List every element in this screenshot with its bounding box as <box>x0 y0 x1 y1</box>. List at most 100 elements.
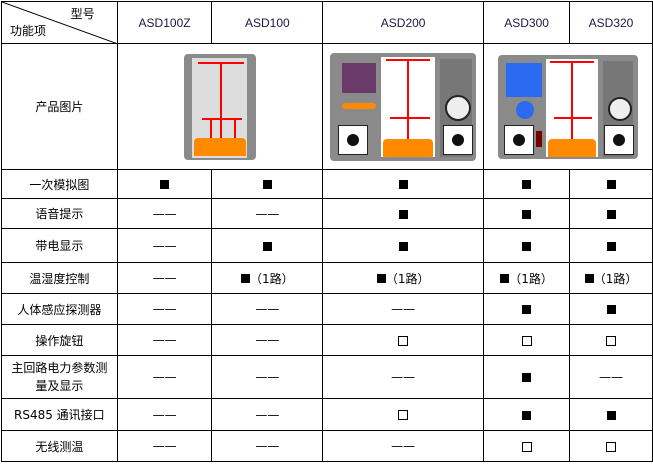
feature-cell <box>569 228 653 263</box>
filled-square-icon <box>606 241 616 251</box>
channel-note: （1路） <box>593 271 638 286</box>
feature-cell <box>211 228 324 263</box>
filled-square-icon <box>522 241 532 251</box>
feature-cell <box>483 324 571 356</box>
feature-cell: —— <box>569 355 653 399</box>
feature-cell <box>322 169 485 199</box>
table-row: 操作旋钮 —— —— <box>1 324 653 356</box>
feature-cell: —— <box>116 198 213 229</box>
filled-square-icon <box>262 180 272 189</box>
table-row: 带电显示 —— <box>1 228 653 263</box>
filled-square-icon <box>606 209 616 219</box>
row-label: 产品图片 <box>1 43 118 170</box>
feature-cell: （1路） <box>211 262 324 294</box>
table-row: 人体感应探测器 —— —— —— <box>1 293 653 325</box>
feature-cell: —— <box>322 293 485 325</box>
table-row: 温湿度控制 —— （1路） （1路） （1路） （1路） <box>1 262 653 294</box>
feature-cell <box>483 430 571 462</box>
filled-square-icon <box>160 180 170 189</box>
model-header: ASD100 <box>211 1 324 44</box>
filled-square-icon <box>606 305 616 314</box>
feature-cell: （1路） <box>569 262 653 294</box>
empty-square-icon <box>521 335 532 346</box>
filled-square-icon <box>522 373 532 382</box>
feature-rows: 一次模拟图 语音提示 —— —— 带电显示 —— 温湿度控制 —— （1路） （1路） （1路） （1… <box>1 169 653 462</box>
feature-cell <box>569 293 653 325</box>
filled-square-icon <box>241 273 250 283</box>
model-header: ASD200 <box>322 1 485 44</box>
feature-cell <box>569 430 653 462</box>
model-header: ASD100Z <box>116 1 213 44</box>
feature-cell <box>483 398 571 431</box>
asd300-panel-image <box>498 54 639 159</box>
feature-cell <box>483 198 571 229</box>
row-label: RS485 通讯接口 <box>1 398 118 431</box>
filled-square-icon <box>522 305 532 314</box>
product-image-asd200 <box>322 43 485 170</box>
feature-label: 功能项 <box>10 24 47 38</box>
feature-cell <box>116 169 213 199</box>
feature-cell: —— <box>211 430 324 462</box>
table-row: RS485 通讯接口 —— —— <box>1 398 653 431</box>
model-header: ASD300 <box>483 1 571 44</box>
row-label: 一次模拟图 <box>1 169 118 199</box>
row-label: 主回路电力参数测量及显示 <box>1 355 118 399</box>
diagonal-line <box>2 2 118 44</box>
row-label: 无线测温 <box>1 430 118 462</box>
channel-note: （1路） <box>509 271 553 286</box>
feature-cell <box>322 398 485 431</box>
filled-square-icon <box>262 241 272 251</box>
feature-cell: —— <box>116 398 213 431</box>
feature-cell: （1路） <box>483 262 571 294</box>
feature-cell <box>322 228 485 263</box>
filled-square-icon <box>522 209 532 219</box>
feature-cell <box>569 198 653 229</box>
feature-cell: —— <box>116 430 213 462</box>
empty-square-icon <box>606 335 617 346</box>
asd200-panel-image <box>330 52 477 161</box>
filled-square-icon <box>522 180 532 189</box>
filled-square-icon <box>376 273 386 283</box>
row-label: 温湿度控制 <box>1 262 118 294</box>
filled-square-icon <box>606 180 616 189</box>
feature-cell: —— <box>116 355 213 399</box>
feature-cell: （1路） <box>322 262 485 294</box>
feature-cell <box>569 324 653 356</box>
row-label: 语音提示 <box>1 198 118 229</box>
feature-cell: —— <box>116 228 213 263</box>
feature-cell: —— <box>116 262 213 294</box>
feature-cell: —— <box>211 198 324 229</box>
feature-cell <box>569 398 653 431</box>
feature-cell <box>483 228 571 263</box>
corner-cell: 型号 功能项 <box>1 1 118 44</box>
feature-cell <box>569 169 653 199</box>
empty-square-icon <box>398 410 409 420</box>
table-row: 一次模拟图 <box>1 169 653 199</box>
feature-cell <box>483 355 571 399</box>
feature-cell: —— <box>322 430 485 462</box>
filled-square-icon <box>398 241 408 251</box>
feature-cell <box>322 324 485 356</box>
filled-square-icon <box>606 410 616 420</box>
feature-cell: —— <box>211 398 324 431</box>
filled-square-icon <box>398 180 408 189</box>
feature-cell <box>483 293 571 325</box>
feature-cell: —— <box>322 355 485 399</box>
table-row: 无线测温 —— —— —— <box>1 430 653 462</box>
filled-square-icon <box>522 410 532 420</box>
table-row: 语音提示 —— —— <box>1 198 653 229</box>
feature-cell: —— <box>211 324 324 356</box>
channel-note: （1路） <box>385 271 430 286</box>
row-label: 带电显示 <box>1 228 118 263</box>
filled-square-icon <box>500 273 510 283</box>
empty-square-icon <box>398 335 409 346</box>
feature-cell: —— <box>116 324 213 356</box>
row-label: 操作旋钮 <box>1 324 118 356</box>
channel-note: （1路） <box>250 271 294 286</box>
image-row: 产品图片 <box>1 43 653 170</box>
feature-cell <box>322 198 485 229</box>
feature-cell: —— <box>211 293 324 325</box>
table-row: 主回路电力参数测量及显示 —— —— —— —— <box>1 355 653 399</box>
feature-cell: —— <box>211 355 324 399</box>
